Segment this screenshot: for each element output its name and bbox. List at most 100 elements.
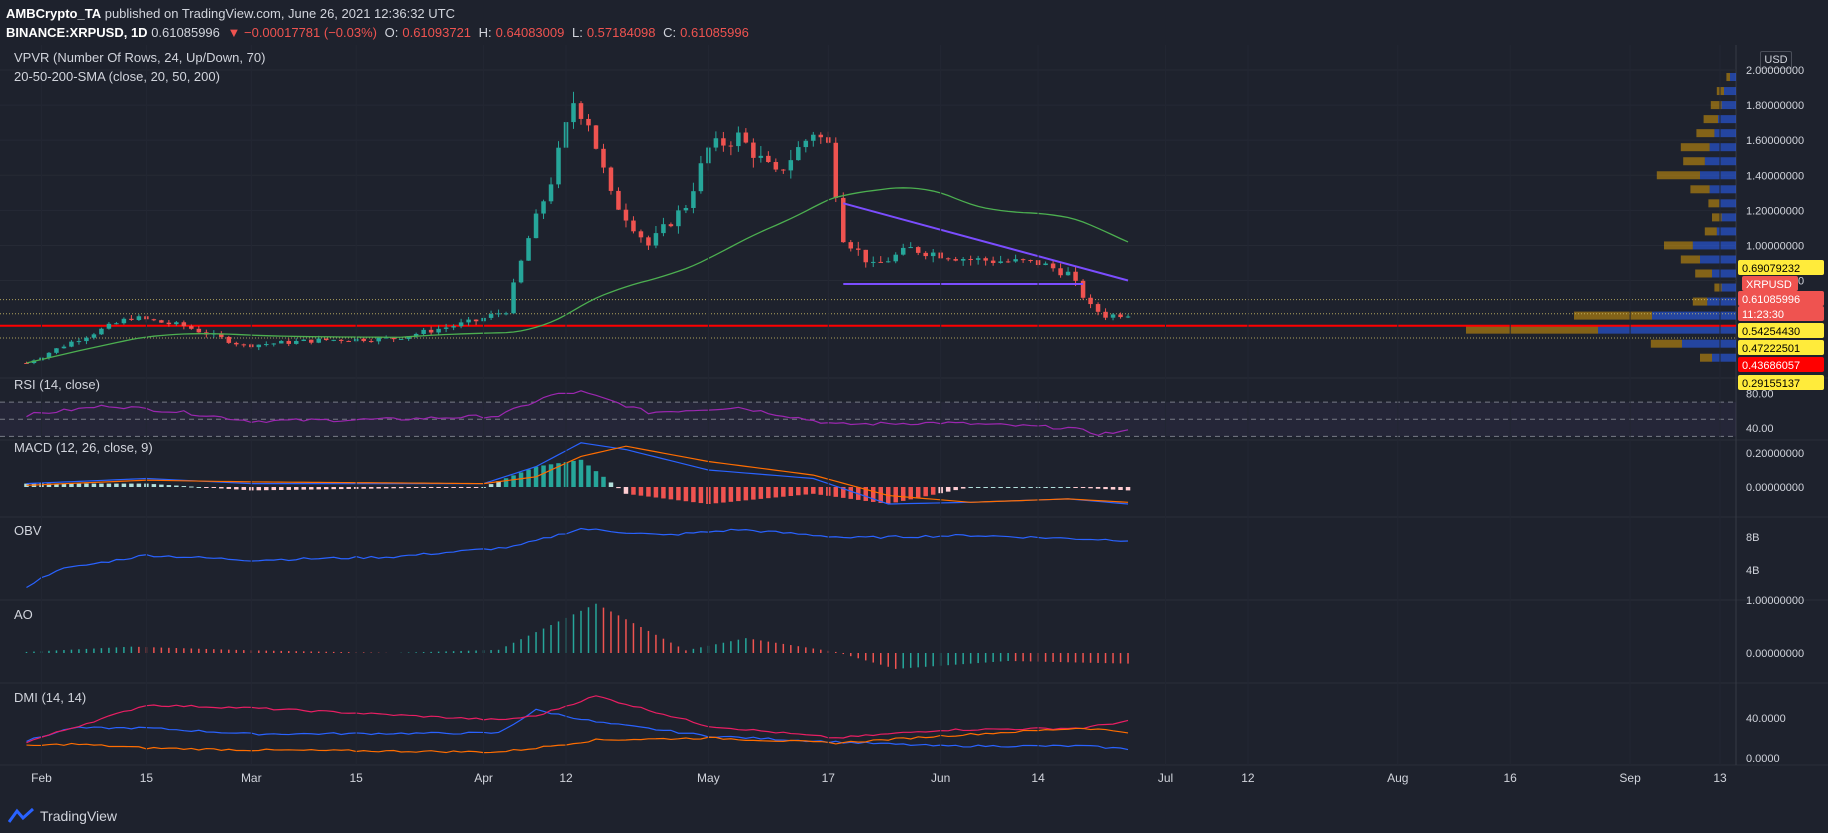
volume-profile-down-bar [1696, 129, 1715, 138]
candle-body [631, 220, 636, 232]
macd-histogram-bar [1125, 487, 1131, 491]
macd-histogram-bar [945, 487, 951, 492]
macd-histogram-bar [983, 487, 988, 488]
chart-header: AMBCrypto_TA published on TradingView.co… [6, 4, 753, 42]
tradingview-logo[interactable]: TradingView [8, 808, 117, 824]
macd-histogram-bar [683, 487, 689, 502]
volume-profile-down-bar [1692, 297, 1708, 306]
macd-histogram-bar [893, 487, 898, 503]
symbol-label[interactable]: BINANCE:XRPUSD, 1D [6, 25, 148, 40]
author-name[interactable]: AMBCrypto_TA [6, 6, 102, 21]
macd-label[interactable]: MACD (12, 26, close, 9) [14, 440, 153, 455]
candle-body [856, 248, 861, 250]
candle-body [189, 326, 194, 329]
macd-histogram-bar [301, 487, 306, 490]
macd-histogram-bar [91, 483, 97, 487]
candle-body [473, 319, 479, 322]
macd-histogram-bar [1050, 487, 1056, 488]
volume-profile-down-bar [1695, 269, 1712, 278]
macd-histogram-bar [376, 487, 381, 489]
candle-body [661, 224, 666, 234]
candle-body [219, 333, 224, 337]
candle-body [885, 261, 891, 263]
dmi-label[interactable]: DMI (14, 14) [14, 690, 87, 705]
sma-label[interactable]: 20-50-200-SMA (close, 20, 50, 200) [14, 69, 220, 84]
time-tick-label: Aug [1387, 771, 1408, 785]
candle-body [428, 329, 434, 333]
macd-histogram-bar [915, 487, 921, 498]
macd-histogram-bar [338, 487, 344, 490]
candle-body [443, 327, 449, 329]
macd-histogram-bar [870, 487, 876, 502]
candle-body [1095, 304, 1101, 312]
macd-histogram-bar [990, 487, 996, 488]
candle-body [833, 142, 839, 198]
macd-histogram-bar [106, 483, 112, 487]
macd-histogram-bar [151, 484, 157, 487]
macd-histogram-bar [908, 487, 913, 500]
candle-body [1080, 280, 1086, 298]
candle-body [811, 134, 816, 141]
publish-line: AMBCrypto_TA published on TradingView.co… [6, 4, 753, 23]
candle-body [241, 344, 247, 346]
macd-histogram-bar [413, 487, 419, 488]
volume-profile-down-bar [1656, 171, 1700, 180]
volume-profile-down-bar [1650, 339, 1682, 348]
candle-body [766, 155, 771, 163]
candle-body [46, 352, 52, 358]
candle-body [114, 323, 119, 325]
macd-histogram-bar [136, 483, 142, 487]
macd-histogram-bar [54, 483, 59, 487]
time-tick-label: 14 [1031, 771, 1045, 785]
sma-line [26, 187, 1129, 364]
rsi-line [26, 390, 1129, 437]
macd-histogram-bar [428, 487, 434, 488]
candle-body [91, 334, 97, 338]
price-change: ▼ −0.00017781 (−0.03%) [227, 25, 377, 40]
obv-tick-label: 8B [1746, 532, 1759, 544]
ao-label[interactable]: AO [14, 607, 33, 622]
macd-histogram-bar [46, 483, 52, 487]
macd-histogram-bar [751, 487, 756, 500]
candle-body [803, 140, 809, 148]
candle-body [136, 316, 142, 320]
candle-body [870, 261, 876, 263]
candle-body [511, 282, 516, 314]
macd-histogram-bar [293, 487, 299, 490]
time-tick-label: 12 [559, 771, 573, 785]
volume-profile-down-bar [1703, 115, 1718, 124]
macd-histogram-bar [631, 487, 636, 495]
candle-body [998, 261, 1003, 263]
macd-histogram-bar [24, 483, 29, 487]
adx-line [26, 727, 1129, 754]
candle-body [264, 344, 269, 346]
vpvr-label[interactable]: VPVR (Number Of Rows, 24, Up/Down, 70) [14, 50, 266, 65]
macd-histogram-bar [398, 487, 404, 489]
obv-label[interactable]: OBV [14, 523, 42, 538]
currency-label[interactable]: USD [1760, 51, 1792, 69]
rsi-label[interactable]: RSI (14, close) [14, 377, 100, 392]
macd-histogram-bar [511, 475, 516, 487]
price-tag [1738, 340, 1824, 355]
candle-body [578, 103, 584, 119]
candle-body [616, 190, 621, 210]
volume-profile-up-bar [1712, 269, 1736, 278]
macd-histogram-bar [99, 483, 104, 487]
candle-body [69, 341, 74, 347]
candle-body [293, 340, 299, 344]
low-value: 0.57184098 [586, 25, 656, 40]
macd-histogram-bar [968, 487, 973, 488]
time-tick-label: Feb [31, 771, 52, 785]
macd-histogram-bar [488, 484, 494, 487]
macd-histogram-bar [256, 487, 262, 491]
candle-body [451, 326, 456, 328]
candle-body [773, 162, 779, 170]
price-tick-label: 1.40000000 [1746, 170, 1804, 182]
candle-body [271, 343, 277, 345]
candle-body [421, 329, 426, 334]
volume-profile-up-bar [1709, 143, 1736, 152]
macd-histogram-bar [953, 487, 958, 491]
candle-body [841, 197, 846, 243]
